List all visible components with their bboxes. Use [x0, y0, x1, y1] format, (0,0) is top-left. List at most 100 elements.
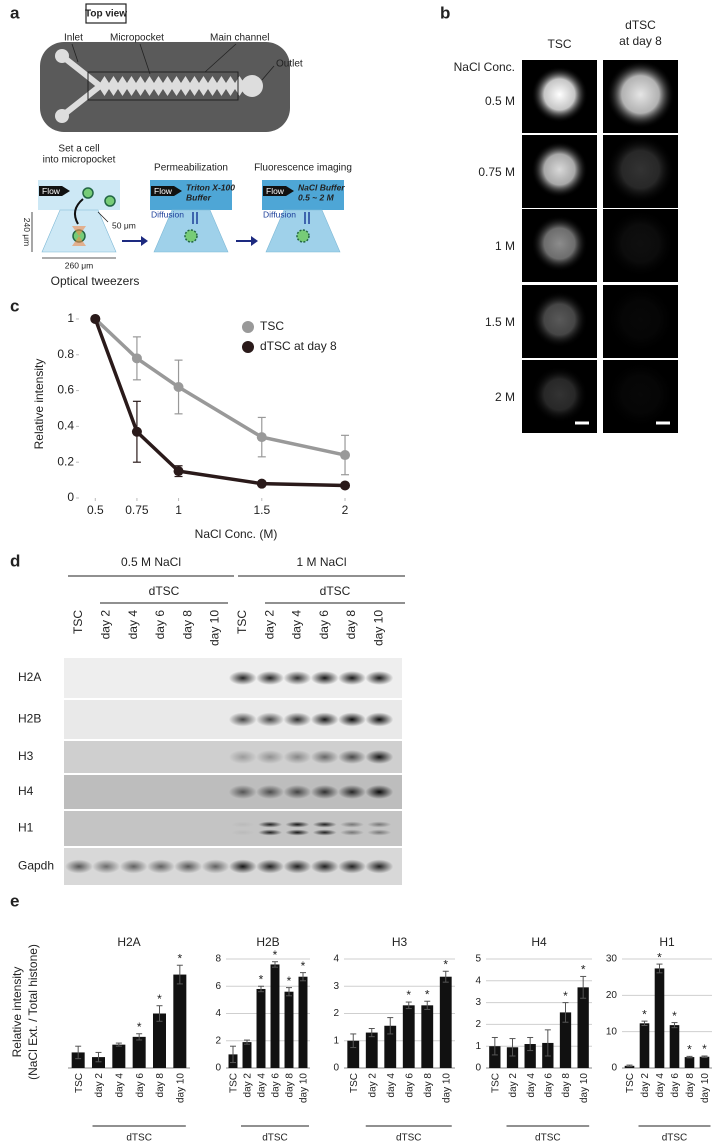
- band: [365, 859, 394, 874]
- bar: [242, 1042, 252, 1068]
- cell-signal: [607, 286, 675, 354]
- bar: [270, 964, 280, 1068]
- cell-signal: [606, 209, 675, 278]
- y-tick-label: 0.8: [57, 347, 74, 361]
- point: [173, 466, 184, 477]
- cell: [82, 187, 94, 199]
- column-header: TSC: [548, 37, 572, 51]
- row-label: H1: [18, 821, 34, 835]
- pocket: [163, 76, 172, 83]
- pocket: [181, 89, 190, 96]
- buffer-label: NaCl Buffer: [298, 182, 345, 192]
- pocket: [163, 89, 172, 96]
- bar: [489, 1046, 501, 1068]
- y-tick-label: 8: [215, 954, 221, 965]
- lane-label: TSC: [71, 610, 85, 634]
- pocket: [226, 76, 235, 83]
- x-tick-label: TSC: [625, 1073, 636, 1093]
- dim-line: [97, 211, 109, 223]
- x-tick-label: TSC: [74, 1073, 85, 1093]
- bar: [506, 1047, 519, 1068]
- label: Optical tweezers: [51, 274, 140, 288]
- top-view-box: [85, 3, 127, 24]
- band: [310, 671, 339, 685]
- row-label: 1 M: [495, 239, 515, 253]
- band: [146, 859, 175, 874]
- pointer: [261, 65, 275, 81]
- legend-swatch: [242, 321, 254, 333]
- x-tick-label: day 10: [579, 1073, 590, 1103]
- lane-label: TSC: [235, 610, 249, 634]
- significance-mark: *: [702, 1042, 707, 1056]
- diffusion-label: Diffusion: [151, 209, 184, 219]
- legend-swatch: [242, 341, 254, 353]
- group-label: dTSC: [262, 1133, 288, 1144]
- x-tick-label: day 10: [175, 1073, 186, 1103]
- significance-mark: *: [672, 1009, 677, 1023]
- band: [228, 785, 257, 799]
- step-title: Fluorescence imaging: [254, 163, 352, 174]
- pointer: [204, 43, 237, 73]
- bar: [524, 1044, 536, 1068]
- group-label: dTSC: [662, 1133, 688, 1144]
- y-tick-label: 0: [475, 1063, 481, 1074]
- pocket: [118, 76, 127, 83]
- step-title: Permeabilization: [154, 163, 228, 174]
- y-tick-label: 3: [475, 997, 481, 1008]
- lane-label: day 10: [208, 610, 222, 646]
- x-tick-label: 2: [342, 503, 349, 517]
- band: [201, 859, 230, 874]
- bar: [152, 1013, 167, 1068]
- buffer-label: Triton X-100: [186, 182, 235, 192]
- pocket: [217, 89, 226, 96]
- x-tick-label: day 4: [655, 1073, 666, 1098]
- bar: [421, 1005, 434, 1068]
- micrograph: [603, 360, 678, 433]
- bar: [577, 987, 589, 1068]
- significance-mark: *: [425, 987, 430, 1001]
- blot: [64, 811, 402, 846]
- x-tick-label: day 10: [441, 1073, 452, 1103]
- point: [131, 426, 142, 437]
- diffusion-label: Diffusion: [263, 209, 296, 219]
- band: [312, 829, 337, 836]
- bar: [559, 1012, 572, 1068]
- x-tick-label: TSC: [349, 1073, 360, 1093]
- row-label: 1.5 M: [485, 315, 515, 329]
- point: [340, 450, 351, 461]
- lane-label: day 4: [290, 610, 304, 640]
- x-tick-label: day 4: [114, 1073, 125, 1098]
- pocket-outline: [87, 71, 239, 101]
- band: [256, 712, 285, 727]
- significance-mark: *: [563, 989, 568, 1003]
- band: [340, 829, 364, 836]
- bar: [684, 1057, 695, 1068]
- x-tick-label: 0.75: [125, 503, 149, 517]
- cell: [184, 229, 198, 243]
- lane-label: day 6: [317, 610, 331, 640]
- y-tick-label: 6: [215, 981, 221, 992]
- row-label: H3: [18, 749, 34, 763]
- row-label: Gapdh: [18, 859, 54, 873]
- y-tick-label: 2: [215, 1035, 221, 1046]
- band: [367, 821, 392, 828]
- pocket: [154, 89, 163, 96]
- pocket: [127, 89, 136, 96]
- row-header: NaCl Conc.: [454, 60, 515, 74]
- band: [283, 785, 312, 799]
- group-label: 0.5 M NaCl: [121, 555, 181, 569]
- point: [131, 353, 142, 364]
- cell-signal: [531, 215, 588, 272]
- y-axis-title: (NaCl Ext. / Total histone): [26, 944, 40, 1080]
- band: [283, 712, 312, 727]
- flow-label: Flow: [42, 186, 61, 196]
- y-tick-label: 20: [606, 990, 618, 1001]
- chart-title: H2B: [256, 935, 279, 949]
- bar: [639, 1023, 650, 1068]
- x-tick-label: day 2: [367, 1073, 378, 1098]
- band: [119, 859, 148, 874]
- pointer: [71, 43, 79, 63]
- bar: [112, 1044, 126, 1068]
- point: [90, 313, 101, 324]
- x-tick-label: day 4: [526, 1073, 537, 1098]
